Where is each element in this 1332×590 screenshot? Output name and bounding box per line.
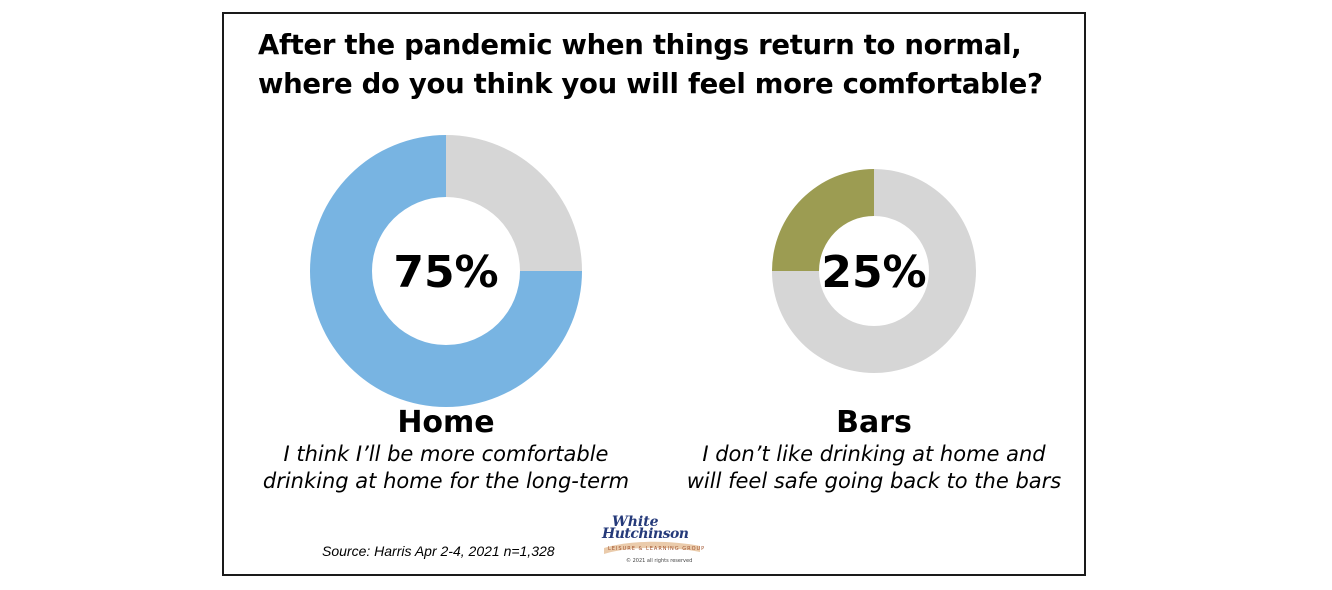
logo-line-2: Hutchinson (602, 526, 689, 542)
home-description: I think I’ll be more comfortable drinkin… (212, 441, 680, 495)
donut-bars: 25% (772, 169, 976, 373)
bars-percent-label: 25% (821, 247, 926, 298)
bars-remainder-slice (772, 169, 976, 373)
white-hutchinson-logo: White Hutchinson LEISURE & LEARNING GROU… (600, 514, 704, 566)
logo-copyright: © 2021 all rights reserved (626, 558, 693, 564)
donut-home: 75% (310, 135, 582, 407)
chart-title: After the pandemic when things return to… (258, 26, 1058, 104)
home-percent-label: 75% (393, 247, 498, 298)
logo-swoosh-icon (604, 541, 700, 554)
logo-tagline: LEISURE & LEARNING GROUP (608, 546, 706, 552)
bars-description-line-1: I don’t like drinking at home and (702, 442, 1046, 466)
bars-description-line-2: will feel safe going back to the bars (686, 469, 1062, 493)
home-value-slice (310, 135, 582, 407)
home-remainder-slice (446, 135, 582, 271)
source-note: Source: Harris Apr 2-4, 2021 n=1,328 (322, 543, 555, 559)
bars-value-slice (772, 169, 874, 271)
home-description-line-1: I think I’ll be more comfortable (283, 442, 609, 466)
bars-description: I don’t like drinking at home and will f… (640, 441, 1108, 495)
home-label: Home (397, 405, 495, 440)
title-line-2: where do you think you will feel more co… (258, 68, 1043, 100)
title-line-1: After the pandemic when things return to… (258, 29, 1022, 61)
logo-line-1: White (612, 514, 659, 530)
bars-label: Bars (836, 405, 912, 440)
home-description-line-2: drinking at home for the long-term (262, 469, 630, 493)
